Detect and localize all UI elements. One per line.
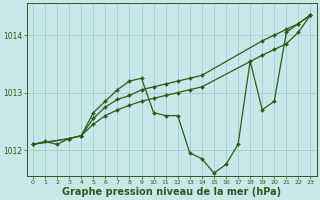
X-axis label: Graphe pression niveau de la mer (hPa): Graphe pression niveau de la mer (hPa)	[62, 187, 281, 197]
